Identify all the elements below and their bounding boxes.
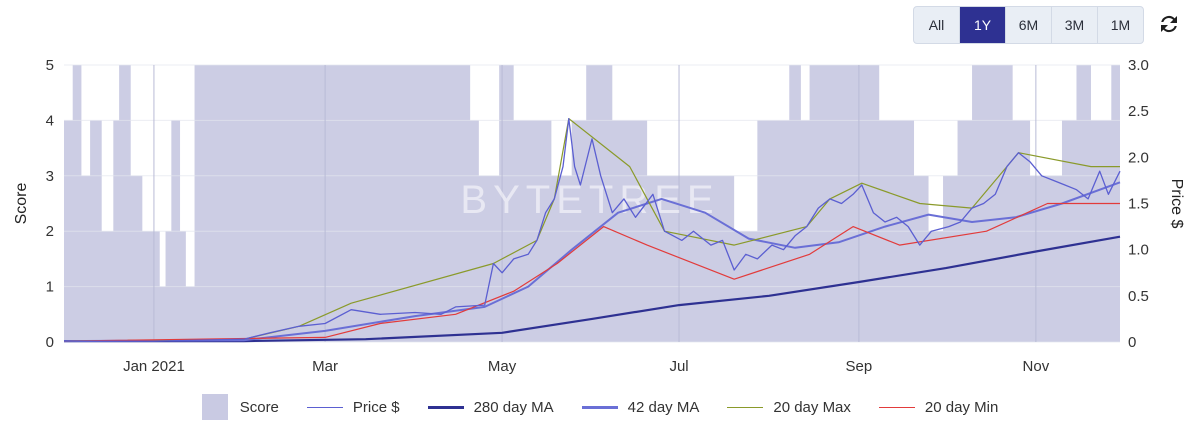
right-tick-label: 0 bbox=[1128, 334, 1136, 351]
legend-item-max20[interactable]: 20 day Max bbox=[727, 399, 851, 416]
x-tick-label: May bbox=[488, 358, 517, 375]
right-tick-label: 0.5 bbox=[1128, 288, 1149, 305]
legend-item-ma280[interactable]: 280 day MA bbox=[427, 398, 554, 416]
left-tick-label: 2 bbox=[46, 223, 54, 240]
legend-label: 20 day Min bbox=[924, 398, 999, 416]
range-selector: All 1Y 6M 3M 1M bbox=[913, 6, 1144, 44]
right-tick-label: 3.0 bbox=[1128, 57, 1149, 74]
left-tick-label: 1 bbox=[46, 279, 54, 296]
series-ma280 bbox=[64, 235, 1121, 343]
x-tick-label: Jul bbox=[669, 358, 688, 375]
left-tick-label: 3 bbox=[46, 168, 54, 185]
left-tick-label: 0 bbox=[46, 334, 54, 351]
legend-item-score[interactable]: Score bbox=[201, 394, 279, 420]
legend-swatch-min20 bbox=[878, 406, 915, 408]
x-tick-label: Jan 2021 bbox=[123, 358, 185, 375]
right-tick-label: 1.0 bbox=[1128, 242, 1149, 259]
left-tick-label: 4 bbox=[46, 112, 54, 129]
range-button-1m[interactable]: 1M bbox=[1110, 17, 1131, 33]
legend-swatch-ma42 bbox=[581, 405, 618, 409]
legend-label: Score bbox=[239, 398, 279, 416]
legend-label: 42 day MA bbox=[627, 398, 700, 416]
refresh-icon[interactable] bbox=[1157, 12, 1181, 36]
legend-label: 280 day MA bbox=[473, 398, 554, 416]
series-max20 bbox=[63, 117, 1120, 342]
range-button-6m[interactable]: 6M bbox=[1006, 7, 1052, 43]
legend-label: 20 day Max bbox=[773, 398, 851, 416]
legend-swatch-max20 bbox=[727, 406, 764, 408]
watermark: BYTETREE bbox=[460, 178, 719, 222]
left-tick-label: 5 bbox=[46, 57, 54, 74]
legend-item-price[interactable]: Price $ bbox=[306, 398, 400, 416]
range-button-3m[interactable]: 3M bbox=[1052, 7, 1098, 43]
legend-label: Price $ bbox=[352, 398, 400, 416]
legend-swatch-score bbox=[201, 394, 228, 420]
y-axis-left-title: Score bbox=[13, 183, 30, 225]
y-axis-right-title: Price $ bbox=[1168, 179, 1185, 229]
legend-item-min20[interactable]: 20 day Min bbox=[878, 398, 999, 416]
range-button-all[interactable]: All bbox=[914, 7, 960, 43]
chart: BYTETREE 0 1 2 3 4 5 0 0.5 1.0 1.5 2.0 2.5 3.0 Jan 202… bbox=[13, 57, 1185, 375]
right-tick-label: 2.5 bbox=[1128, 103, 1149, 120]
x-tick-label: Mar bbox=[312, 358, 338, 375]
chart-legend: Score Price $ 280 day MA 42 day MA 20 day Ma… bbox=[0, 392, 1200, 422]
legend-swatch-price bbox=[306, 406, 343, 408]
x-tick-label: Sep bbox=[846, 358, 873, 375]
range-button-1y[interactable]: 1Y bbox=[960, 7, 1006, 43]
score-area bbox=[64, 65, 1120, 342]
right-tick-label: 2.0 bbox=[1128, 149, 1149, 166]
right-tick-label: 1.5 bbox=[1128, 196, 1149, 213]
legend-item-ma42[interactable]: 42 day MA bbox=[581, 398, 700, 416]
legend-swatch-ma280 bbox=[427, 405, 464, 409]
series-min20 bbox=[63, 202, 1120, 342]
series-ma42 bbox=[63, 181, 1121, 343]
x-tick-label: Nov bbox=[1023, 358, 1050, 375]
series-price bbox=[64, 117, 1121, 342]
